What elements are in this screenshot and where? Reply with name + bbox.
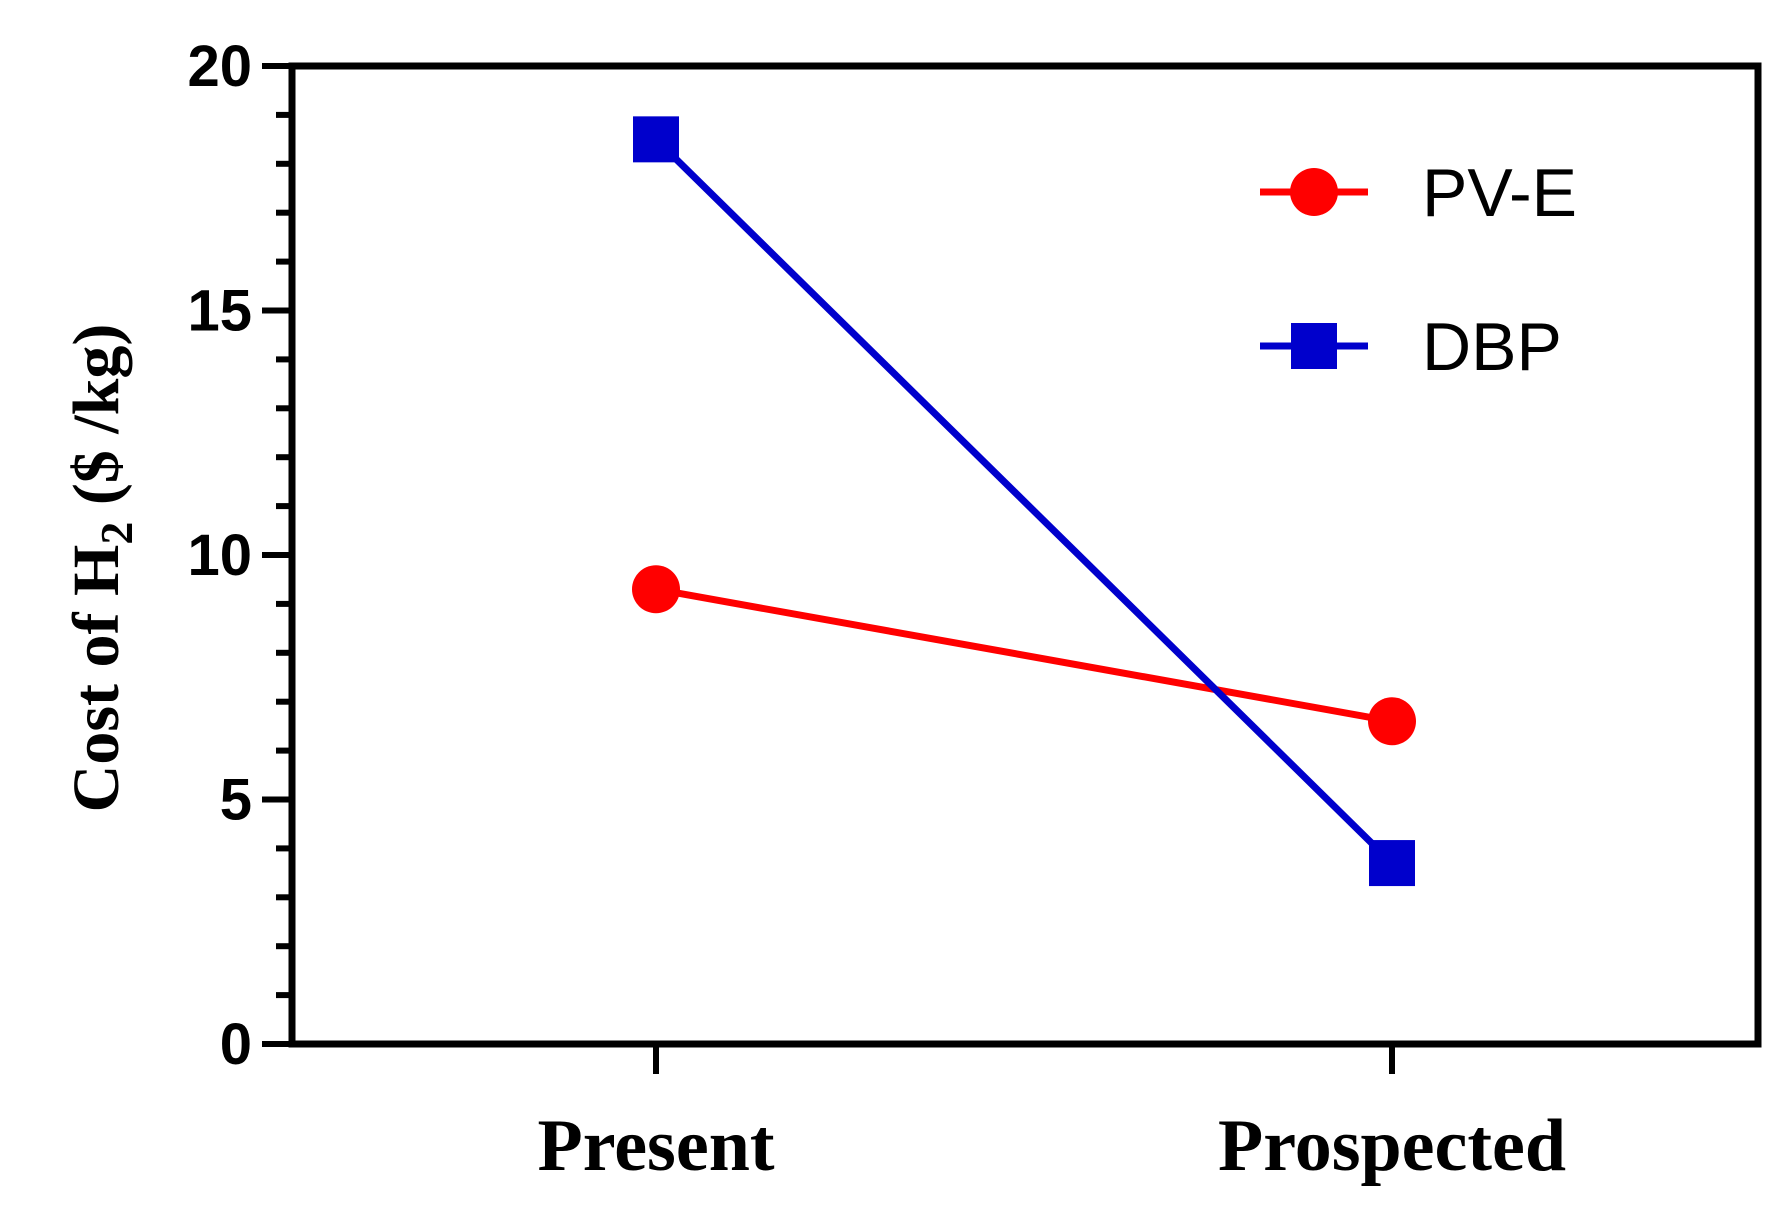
series-line <box>655 585 1393 725</box>
x-tick-label: Prospected <box>1218 1105 1566 1187</box>
x-tick-label: Present <box>538 1105 775 1187</box>
series-pv-e <box>632 565 1416 746</box>
data-point <box>632 565 680 614</box>
y-tick-label: 5 <box>220 768 252 833</box>
x-axis: Present Prospected <box>538 1044 1566 1187</box>
legend-label: DBP <box>1422 309 1562 385</box>
series-line <box>653 136 1395 866</box>
y-tick-label: 15 <box>187 279 252 344</box>
y-tick-label: 10 <box>187 523 252 588</box>
legend-label: PV-E <box>1422 155 1577 231</box>
legend-marker <box>1290 168 1338 216</box>
y-axis-title-main: Cost of H <box>60 545 133 813</box>
legend-item: DBP <box>1260 309 1562 385</box>
y-axis: 0 5 10 15 20 <box>187 34 292 1077</box>
y-axis-title-tail: ($ /kg) <box>60 324 133 522</box>
y-tick-label: 20 <box>187 34 252 99</box>
legend-item: PV-E <box>1260 155 1577 231</box>
series-dbp <box>633 116 1415 887</box>
series-layer <box>632 116 1416 887</box>
data-point <box>633 116 679 163</box>
y-axis-title: Cost of H2 ($ /kg) <box>60 324 142 813</box>
legend: PV-E DBP <box>1260 155 1577 385</box>
y-tick-label: 0 <box>220 1012 252 1077</box>
legend-marker <box>1291 323 1337 369</box>
data-point <box>1368 697 1416 746</box>
y-axis-title-subscript: 2 <box>91 522 142 545</box>
data-point <box>1369 840 1415 887</box>
